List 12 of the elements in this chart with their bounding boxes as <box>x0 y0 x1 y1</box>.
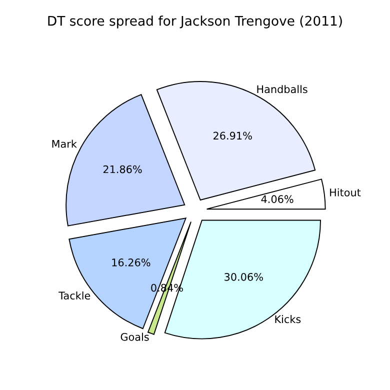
chart-title: DT score spread for Jackson Trengove (2011) <box>48 16 342 28</box>
slice-label: Tackle <box>58 291 90 300</box>
slice-label: Handballs <box>257 85 308 94</box>
data-label: 16.26% <box>112 258 150 266</box>
slice-label: Hitout <box>330 188 361 196</box>
data-label: 4.06% <box>261 195 294 204</box>
slice-label: Goals <box>120 332 149 341</box>
data-label: 30.06% <box>224 272 263 281</box>
data-label: 21.86% <box>103 165 142 174</box>
slice-label: Kicks <box>275 315 301 324</box>
slice-label: Mark <box>52 140 77 148</box>
data-label: 26.91% <box>214 132 252 140</box>
